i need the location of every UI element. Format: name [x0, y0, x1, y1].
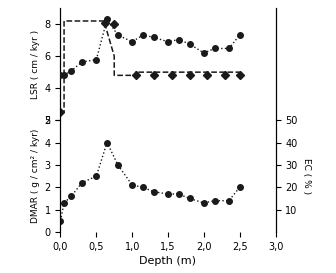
Y-axis label: EC ( % ): EC ( % ) [302, 158, 311, 194]
Y-axis label: DMAR ( g / cm² / kyr): DMAR ( g / cm² / kyr) [31, 129, 40, 223]
Y-axis label: LSR ( cm / kyr ): LSR ( cm / kyr ) [31, 29, 40, 99]
X-axis label: Depth (m): Depth (m) [139, 256, 197, 266]
